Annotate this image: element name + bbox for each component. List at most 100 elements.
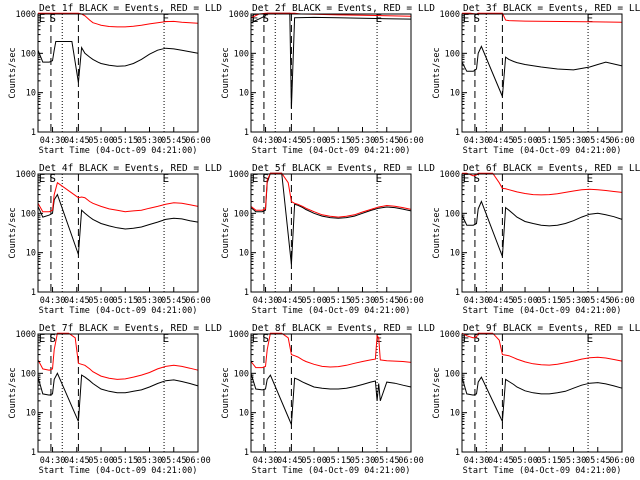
y-tick-label: 100 bbox=[445, 209, 460, 219]
y-tick-label: 10 bbox=[26, 249, 36, 259]
series-line-events bbox=[461, 376, 623, 424]
marker-label-e-start: E bbox=[252, 332, 259, 345]
y-tick-label: 10 bbox=[239, 89, 249, 99]
x-tick-label: 04:45 bbox=[277, 136, 303, 146]
x-tick-label: 05:30 bbox=[137, 296, 163, 306]
series-line-events bbox=[37, 193, 199, 255]
y-tick-label: 1 bbox=[455, 128, 460, 138]
x-tick-label: 06:00 bbox=[609, 296, 635, 306]
x-tick-label: 05:30 bbox=[561, 456, 587, 466]
y-axis-label: Counts/sec bbox=[432, 47, 442, 98]
x-tick-label: 05:00 bbox=[88, 456, 114, 466]
x-tick-label: 06:00 bbox=[398, 136, 424, 146]
y-tick-label: 1 bbox=[455, 288, 460, 298]
y-tick-label: 100 bbox=[21, 369, 36, 379]
marker-label-e-start: E bbox=[252, 12, 259, 25]
x-tick-label: 05:15 bbox=[112, 136, 138, 146]
y-axis-label: Counts/sec bbox=[432, 207, 442, 258]
y-tick-label: 1000 bbox=[16, 330, 36, 340]
marker-label-s: S bbox=[49, 332, 56, 345]
series-line-events bbox=[250, 12, 412, 109]
marker-label-s: S bbox=[473, 332, 480, 345]
x-tick-label: 05:45 bbox=[161, 136, 187, 146]
x-tick-label: 05:00 bbox=[88, 136, 114, 146]
y-tick-label: 1 bbox=[455, 448, 460, 458]
x-tick-label: 04:30 bbox=[253, 296, 279, 306]
panel-title: Det 9f BLACK = Events, RED = LLD bbox=[463, 323, 640, 334]
x-tick-label: 05:00 bbox=[512, 456, 538, 466]
marker-label-e-end: E bbox=[162, 172, 169, 185]
plot-frame bbox=[461, 333, 623, 453]
x-tick-label: 04:30 bbox=[253, 136, 279, 146]
x-axis-label: Start Time (04-Oct-09 04:21:00) bbox=[39, 306, 198, 316]
x-tick-label: 05:30 bbox=[561, 296, 587, 306]
y-tick-label: 1000 bbox=[229, 170, 249, 180]
x-tick-label: 06:00 bbox=[185, 456, 211, 466]
x-tick-label: 05:15 bbox=[325, 456, 351, 466]
x-tick-label: 05:45 bbox=[585, 456, 611, 466]
x-tick-label: 04:45 bbox=[64, 296, 90, 306]
x-tick-label: 05:00 bbox=[301, 456, 327, 466]
marker-label-e-start: E bbox=[252, 172, 259, 185]
y-tick-label: 100 bbox=[234, 49, 249, 59]
y-tick-label: 1000 bbox=[440, 330, 460, 340]
x-tick-label: 05:30 bbox=[561, 136, 587, 146]
plot-frame bbox=[37, 333, 199, 453]
x-tick-label: 05:00 bbox=[88, 296, 114, 306]
marker-label-e-end: E bbox=[162, 12, 169, 25]
x-tick-label: 05:45 bbox=[374, 136, 400, 146]
panel-title: Det 3f BLACK = Events, RED = LLD bbox=[463, 3, 640, 14]
series-line-events bbox=[250, 373, 412, 425]
plot-frame bbox=[250, 13, 412, 133]
y-tick-label: 10 bbox=[450, 249, 460, 259]
x-tick-label: 05:30 bbox=[350, 456, 376, 466]
y-tick-label: 1000 bbox=[440, 170, 460, 180]
y-tick-label: 10 bbox=[239, 409, 249, 419]
y-axis-label: Counts/sec bbox=[8, 367, 18, 418]
y-tick-label: 10 bbox=[26, 409, 36, 419]
x-tick-label: 05:15 bbox=[536, 296, 562, 306]
y-axis-label: Counts/sec bbox=[432, 367, 442, 418]
x-tick-label: 06:00 bbox=[185, 296, 211, 306]
x-tick-label: 05:00 bbox=[512, 136, 538, 146]
x-tick-label: 04:45 bbox=[277, 456, 303, 466]
marker-label-e-end: E bbox=[586, 12, 593, 25]
x-tick-label: 04:45 bbox=[488, 136, 514, 146]
x-tick-label: 05:15 bbox=[325, 296, 351, 306]
y-tick-label: 100 bbox=[234, 209, 249, 219]
panel-title: Det 1f BLACK = Events, RED = LLD bbox=[39, 3, 222, 14]
series-line-lld bbox=[462, 172, 623, 196]
x-tick-label: 05:30 bbox=[350, 296, 376, 306]
x-tick-label: 05:15 bbox=[112, 296, 138, 306]
plot-frame bbox=[37, 173, 199, 293]
series-line-events bbox=[37, 372, 199, 422]
panel-title: Det 5f BLACK = Events, RED = LLD bbox=[252, 163, 435, 174]
marker-label-s: S bbox=[49, 12, 56, 25]
panel-title: Det 7f BLACK = Events, RED = LLD bbox=[39, 323, 222, 334]
series-line-lld bbox=[461, 332, 623, 366]
series-line-events bbox=[461, 200, 623, 257]
y-tick-label: 1 bbox=[31, 288, 36, 298]
panel-title: Det 8f BLACK = Events, RED = LLD bbox=[252, 323, 435, 334]
y-tick-label: 10 bbox=[26, 89, 36, 99]
x-tick-label: 05:45 bbox=[585, 136, 611, 146]
x-tick-label: 04:30 bbox=[253, 456, 279, 466]
y-tick-label: 1 bbox=[244, 448, 249, 458]
x-tick-label: 04:45 bbox=[64, 456, 90, 466]
marker-label-e-start: E bbox=[463, 172, 470, 185]
x-tick-label: 05:00 bbox=[301, 136, 327, 146]
x-tick-label: 04:45 bbox=[64, 136, 90, 146]
y-tick-label: 1000 bbox=[229, 330, 249, 340]
y-axis-label: Counts/sec bbox=[8, 207, 18, 258]
y-tick-label: 1 bbox=[244, 288, 249, 298]
y-tick-label: 1 bbox=[31, 128, 36, 138]
x-tick-label: 06:00 bbox=[609, 456, 635, 466]
series-line-lld bbox=[250, 172, 412, 218]
x-tick-label: 05:30 bbox=[137, 136, 163, 146]
